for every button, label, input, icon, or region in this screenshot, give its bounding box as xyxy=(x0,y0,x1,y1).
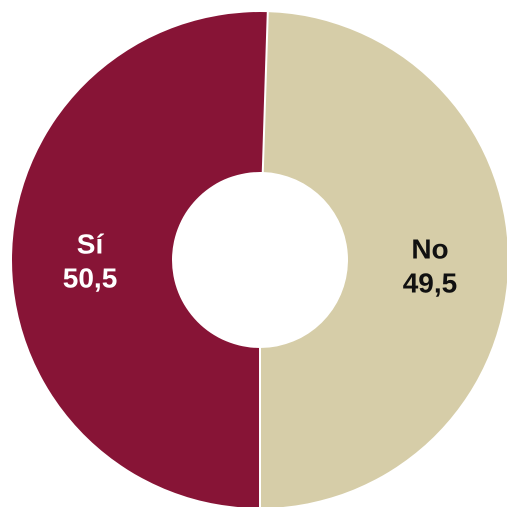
donut-slices xyxy=(12,10,507,507)
slice-separator xyxy=(261,10,269,175)
slice-value-si: 50,5 xyxy=(63,262,118,293)
slice-no xyxy=(260,12,507,507)
slice-label-no: No xyxy=(411,234,448,265)
slice-value-no: 49,5 xyxy=(403,268,458,299)
slice-label-si: Sí xyxy=(77,228,105,259)
slice-si xyxy=(12,12,268,507)
